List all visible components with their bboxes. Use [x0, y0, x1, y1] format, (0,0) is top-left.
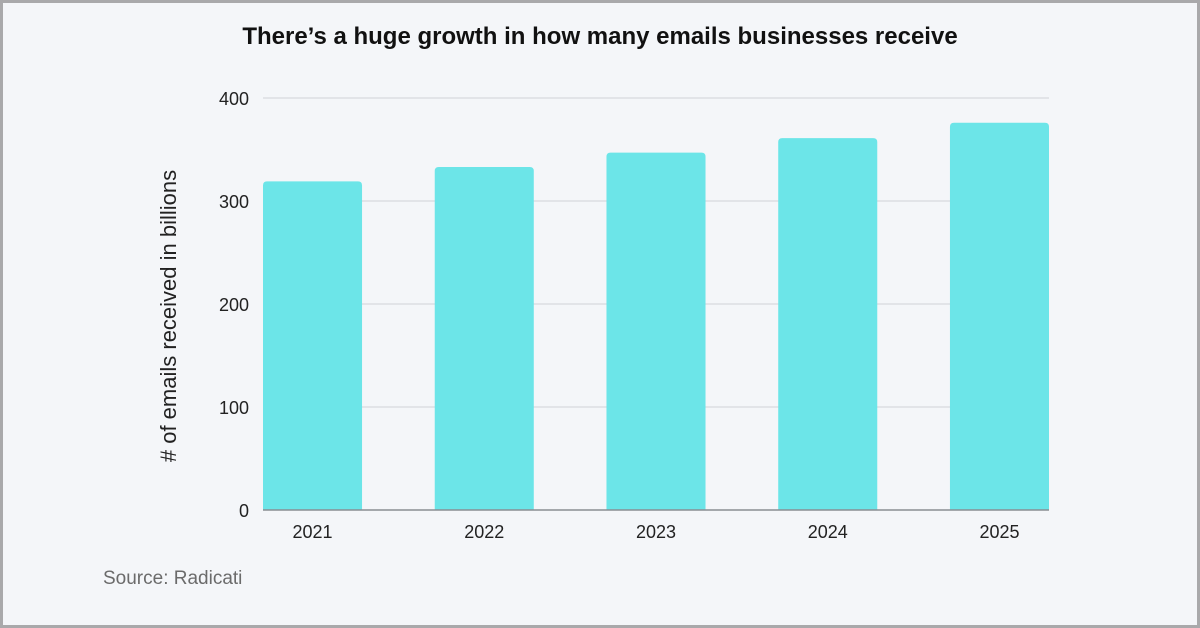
bar-2025	[949, 122, 1049, 510]
x-tick-label-2022: 2022	[464, 522, 504, 542]
y-tick-label-400: 400	[219, 89, 249, 109]
y-tick-label-300: 300	[219, 192, 249, 212]
x-tick-label-2024: 2024	[808, 522, 848, 542]
source-note: Source: Radicati	[103, 568, 243, 589]
y-axis-label: # of emails received in billions	[156, 170, 181, 462]
y-tick-label-0: 0	[239, 501, 249, 521]
y-tick-label-200: 200	[219, 295, 249, 315]
bar-2022	[434, 167, 534, 510]
chart-title: There’s a huge growth in how many emails…	[242, 23, 958, 50]
x-tick-label-2025: 2025	[979, 522, 1019, 542]
y-tick-label-100: 100	[219, 398, 249, 418]
bar-chart: 0 100 200 300 400 2021 2022 2023 2024 2025 # of e…	[156, 89, 1049, 542]
bar-2023	[606, 152, 706, 510]
bars	[263, 122, 1049, 511]
bar-2024	[778, 138, 878, 511]
bar-2021	[263, 181, 363, 510]
tick-labels: 0 100 200 300 400 2021 2022 2023 2024 2025	[219, 89, 1020, 542]
x-tick-label-2023: 2023	[636, 522, 676, 542]
x-tick-label-2021: 2021	[292, 522, 332, 542]
